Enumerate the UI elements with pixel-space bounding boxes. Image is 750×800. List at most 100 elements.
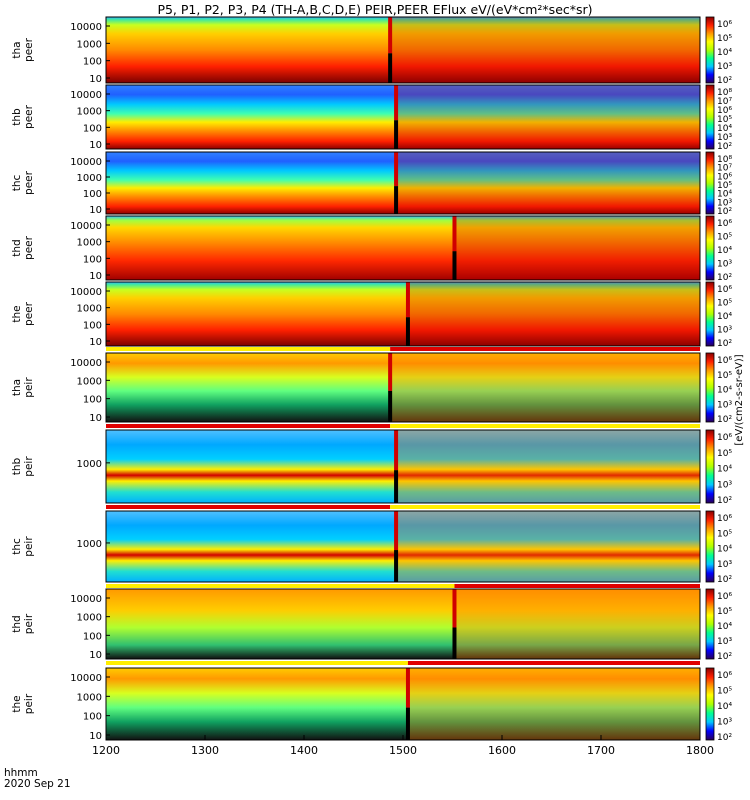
ytick-the-peer-3: 10 — [89, 337, 102, 348]
cbar-tick-thc-peir-4: 10² — [717, 575, 732, 585]
status-bar-4 — [106, 584, 455, 588]
ytick-thd-peer-1: 1000 — [77, 238, 102, 249]
ylabel-tha-peir-product: peir — [23, 377, 35, 398]
post-event-region-tha-peir — [390, 353, 700, 422]
colorbar-the-peer — [705, 281, 715, 347]
event-gap-thb-peer — [394, 120, 399, 149]
colorbar-thb-peer — [705, 84, 715, 150]
status-bar-8 — [106, 347, 391, 351]
event-spike-thc-peir — [394, 511, 399, 551]
cbar-tick-thb-peer-0: 10⁸ — [717, 88, 732, 98]
cbar-tick-thb-peer-4: 10⁴ — [717, 124, 732, 134]
date-label: 2020 Sep 21 — [4, 778, 71, 790]
ylabel-thc-peer-probe: thc — [11, 175, 23, 192]
cbar-tick-thb-peer-6: 10² — [717, 142, 732, 152]
status-bar-0 — [106, 424, 391, 428]
cbar-tick-the-peir-1: 10⁵ — [717, 687, 732, 697]
ytick-thc-peer-3: 10 — [89, 205, 102, 216]
status-bar-6 — [106, 661, 408, 665]
cbar-tick-thd-peir-2: 10⁴ — [717, 622, 732, 632]
post-event-region-thd-peer — [454, 216, 700, 280]
cbar-tick-the-peir-0: 10⁶ — [717, 671, 732, 681]
xtick-6: 1800 — [686, 744, 714, 757]
cbar-tick-tha-peir-1: 10⁵ — [717, 371, 732, 381]
post-event-region-thb-peer — [396, 85, 700, 149]
spectrogram-tha-peer — [106, 17, 700, 83]
ylabel-tha-peir-probe: tha — [11, 379, 23, 396]
ytick-thb-peer-2: 100 — [83, 123, 102, 134]
xtick-4: 1600 — [488, 744, 516, 757]
ytick-thc-peir-0: 1000 — [77, 539, 102, 550]
cbar-tick-thb-peir-4: 10² — [717, 496, 732, 506]
xtick-3: 1500 — [389, 744, 417, 757]
spectrogram-tha-peir — [106, 353, 700, 422]
event-spike-tha-peer — [388, 17, 393, 54]
cbar-tick-thd-peir-4: 10² — [717, 652, 732, 662]
ylabel-tha-peer-product: peer — [23, 37, 35, 62]
ytick-tha-peir-3: 10 — [89, 413, 102, 424]
time-axis-label: hhmm — [4, 767, 38, 779]
status-bar-5 — [454, 584, 700, 588]
ytick-thd-peer-2: 100 — [83, 254, 102, 265]
ytick-tha-peir-0: 10000 — [70, 358, 102, 369]
cbar-tick-thc-peir-1: 10⁵ — [717, 529, 732, 539]
panel-frame-thc-peer — [105, 151, 701, 215]
panel-frame-thb-peer — [105, 84, 701, 150]
event-gap-the-peer — [405, 317, 410, 346]
ytick-the-peer-0: 10000 — [70, 287, 102, 298]
ytick-thd-peir-0: 10000 — [70, 594, 102, 605]
ytick-tha-peir-2: 100 — [83, 395, 102, 406]
ytick-thc-peer-0: 10000 — [70, 157, 102, 168]
ytick-tha-peer-2: 100 — [83, 57, 102, 68]
colorbar-thd-peer — [705, 215, 715, 281]
ylabel-thd-peir-product: peir — [23, 613, 35, 634]
spectrogram-thd-peir — [106, 589, 700, 659]
cbar-tick-tha-peir-0: 10⁶ — [717, 356, 732, 366]
cbar-tick-the-peer-2: 10⁴ — [717, 312, 732, 322]
ylabel-tha-peer-probe: tha — [11, 41, 23, 58]
post-event-region-the-peer — [407, 282, 700, 346]
status-bar-2 — [106, 505, 391, 509]
spectrogram-the-peer — [106, 282, 700, 346]
colorbar-thc-peer — [705, 151, 715, 215]
cbar-tick-thd-peer-1: 10⁵ — [717, 233, 732, 243]
cbar-tick-thc-peer-4: 10⁴ — [717, 190, 732, 200]
post-event-region-the-peir — [407, 668, 700, 740]
xtick-1: 1300 — [191, 744, 219, 757]
event-spike-the-peir — [405, 668, 410, 708]
event-spike-thc-peer — [394, 152, 399, 187]
cbar-tick-tha-peer-0: 10⁶ — [717, 20, 732, 30]
cbar-tick-thb-peir-2: 10⁴ — [717, 465, 732, 475]
panel-frame-tha-peir — [105, 352, 701, 423]
cbar-tick-thc-peir-0: 10⁶ — [717, 514, 732, 524]
ylabel-thb-peir-probe: thb — [11, 457, 23, 475]
cbar-tick-thd-peer-4: 10² — [717, 273, 732, 283]
panel-frame-thd-peir — [105, 588, 701, 660]
cbar-tick-thd-peer-0: 10⁶ — [717, 219, 732, 229]
event-gap-tha-peir — [388, 390, 393, 422]
status-bar-3 — [390, 505, 700, 509]
cbar-tick-the-peir-3: 10³ — [717, 718, 732, 728]
ylabel-thc-peir-probe: thc — [11, 538, 23, 555]
event-spike-tha-peir — [388, 353, 393, 391]
cbar-tick-thc-peer-0: 10⁸ — [717, 155, 732, 165]
cbar-tick-tha-peir-2: 10⁴ — [717, 386, 732, 396]
event-gap-the-peir — [405, 707, 410, 740]
cbar-tick-the-peer-3: 10³ — [717, 326, 732, 336]
cbar-tick-tha-peer-2: 10⁴ — [717, 48, 732, 58]
spectrogram-thd-peer — [106, 216, 700, 280]
cbar-tick-tha-peer-3: 10³ — [717, 62, 732, 72]
cbar-tick-thb-peer-3: 10⁵ — [717, 115, 732, 125]
event-gap-thd-peir — [452, 627, 457, 659]
colorbar-tha-peir — [705, 352, 715, 423]
ytick-the-peir-1: 1000 — [77, 692, 102, 703]
ytick-thc-peer-1: 1000 — [77, 173, 102, 184]
cbar-tick-thc-peir-2: 10⁴ — [717, 545, 732, 555]
spectrogram-thb-peer — [106, 85, 700, 149]
xtick-2: 1400 — [290, 744, 318, 757]
cbar-tick-the-peer-1: 10⁵ — [717, 299, 732, 309]
ylabel-thc-peer-product: peer — [23, 170, 35, 195]
cbar-tick-thd-peir-1: 10⁵ — [717, 607, 732, 617]
ytick-thd-peer-3: 10 — [89, 271, 102, 282]
